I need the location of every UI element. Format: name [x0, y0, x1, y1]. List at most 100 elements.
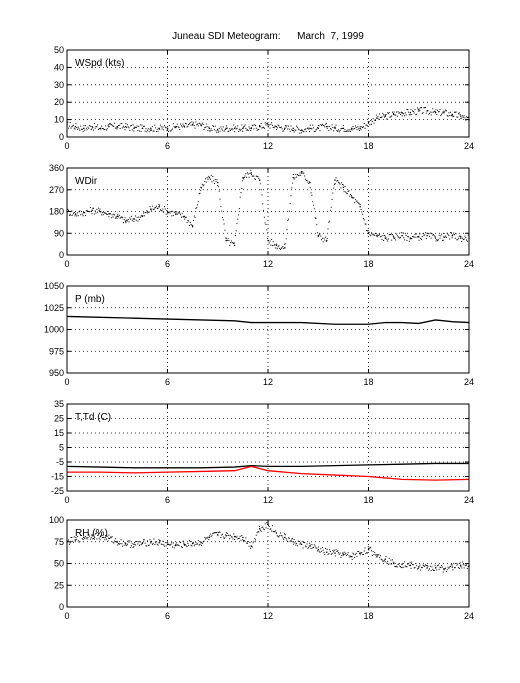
data-point-fill [229, 128, 231, 130]
data-point-fill [361, 126, 363, 128]
y-tick-label: 360 [49, 163, 64, 173]
data-point-fill [333, 551, 335, 553]
data-point-fill [429, 568, 431, 570]
data-point-fill [73, 536, 75, 538]
data-point-fill [455, 562, 457, 564]
data-point-fill [132, 218, 134, 220]
x-tick-label: 6 [165, 259, 170, 269]
data-point-fill [121, 122, 123, 124]
data-point-fill [125, 544, 127, 546]
data-point-fill [353, 553, 355, 555]
data-point-fill [147, 540, 149, 542]
data-point-fill [335, 549, 337, 551]
data-point-fill [315, 547, 317, 549]
data-point-fill [436, 569, 438, 571]
data-point-fill [122, 127, 124, 129]
data-point-fill [180, 125, 182, 127]
data-point-fill [379, 113, 381, 115]
data-point-fill [213, 180, 215, 182]
data-point-fill [333, 549, 335, 551]
data-point-fill [137, 220, 139, 222]
data-point-fill [171, 129, 173, 131]
data-point-fill [188, 123, 190, 125]
data-point-fill [135, 541, 137, 543]
data-point-fill [283, 538, 285, 540]
y-tick-label: 25 [54, 580, 64, 590]
data-point-fill [194, 544, 196, 546]
data-point-fill [262, 526, 264, 528]
data-point-fill [205, 181, 207, 183]
data-point-fill [107, 124, 109, 126]
data-point-fill [144, 212, 146, 214]
data-point-fill [96, 208, 98, 210]
data-point-fill [93, 213, 95, 215]
data-point-fill [261, 194, 263, 196]
data-point-fill [97, 534, 99, 536]
data-point-fill [267, 237, 269, 239]
data-point-fill [118, 216, 120, 218]
data-point [125, 220, 127, 222]
data-point-fill [363, 550, 365, 552]
data-point-fill [168, 125, 170, 127]
data-point-fill [175, 543, 177, 545]
data-point-fill [138, 125, 140, 127]
data-point-fill [236, 127, 238, 129]
data-point [460, 564, 462, 566]
data-point-fill [177, 544, 179, 546]
data-point-fill [159, 204, 161, 206]
data-point-fill [111, 124, 113, 126]
data-point-fill [171, 215, 173, 217]
data-point-fill [285, 126, 287, 128]
data-point-fill [387, 238, 389, 240]
data-point-fill [165, 213, 167, 215]
data-point-fill [114, 217, 116, 219]
data-point-fill [130, 124, 132, 126]
data-point-fill [393, 111, 395, 113]
data-point-fill [423, 565, 425, 567]
x-tick-label: 0 [64, 141, 69, 151]
data-point-fill [217, 184, 219, 186]
data-point-fill [137, 130, 139, 132]
data-point-fill [229, 244, 231, 246]
data-point-fill [423, 234, 425, 236]
data-point-fill [288, 128, 290, 130]
data-point [284, 127, 286, 129]
data-point-fill [449, 232, 451, 234]
data-point-fill [241, 535, 243, 537]
data-point-fill [316, 224, 318, 226]
data-point-fill [391, 115, 393, 117]
data-point-fill [233, 243, 235, 245]
data-point-fill [126, 219, 128, 221]
data-point-fill [111, 535, 113, 537]
data-point-fill [280, 247, 282, 249]
data-point [393, 236, 395, 238]
data-point-fill [387, 560, 389, 562]
data-point-fill [429, 565, 431, 567]
data-point-fill [85, 215, 87, 217]
data-point-fill [261, 127, 263, 129]
data-point-fill [72, 214, 74, 216]
data-point-fill [80, 534, 82, 536]
data-point-fill [321, 123, 323, 125]
data-point-fill [317, 235, 319, 237]
data-point-fill [360, 129, 362, 131]
data-point-fill [118, 124, 120, 126]
data-point [359, 206, 361, 208]
data-point [317, 127, 319, 129]
data-point-fill [238, 537, 240, 539]
data-point-fill [395, 233, 397, 235]
data-point-fill [444, 110, 446, 112]
data-point-fill [72, 541, 74, 543]
data-point-fill [226, 127, 228, 129]
data-point-fill [110, 123, 112, 125]
data-point-fill [113, 126, 115, 128]
data-point-fill [165, 545, 167, 547]
data-point-fill [446, 232, 448, 234]
data-point-fill [454, 567, 456, 569]
data-point [133, 543, 135, 546]
data-point-fill [351, 129, 353, 131]
data-point-fill [377, 115, 379, 117]
data-point [225, 127, 227, 129]
data-point-fill [122, 540, 124, 542]
data-point-fill [129, 217, 131, 219]
